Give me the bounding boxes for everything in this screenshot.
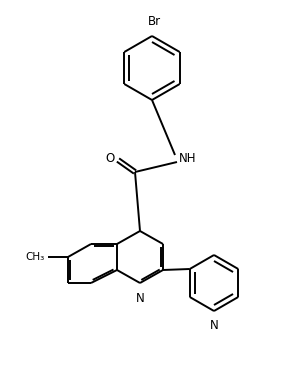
Text: Br: Br <box>147 15 160 28</box>
Text: NH: NH <box>179 152 197 164</box>
Text: CH₃: CH₃ <box>26 252 45 262</box>
Text: N: N <box>136 292 144 305</box>
Text: O: O <box>106 152 115 164</box>
Text: N: N <box>210 319 218 332</box>
